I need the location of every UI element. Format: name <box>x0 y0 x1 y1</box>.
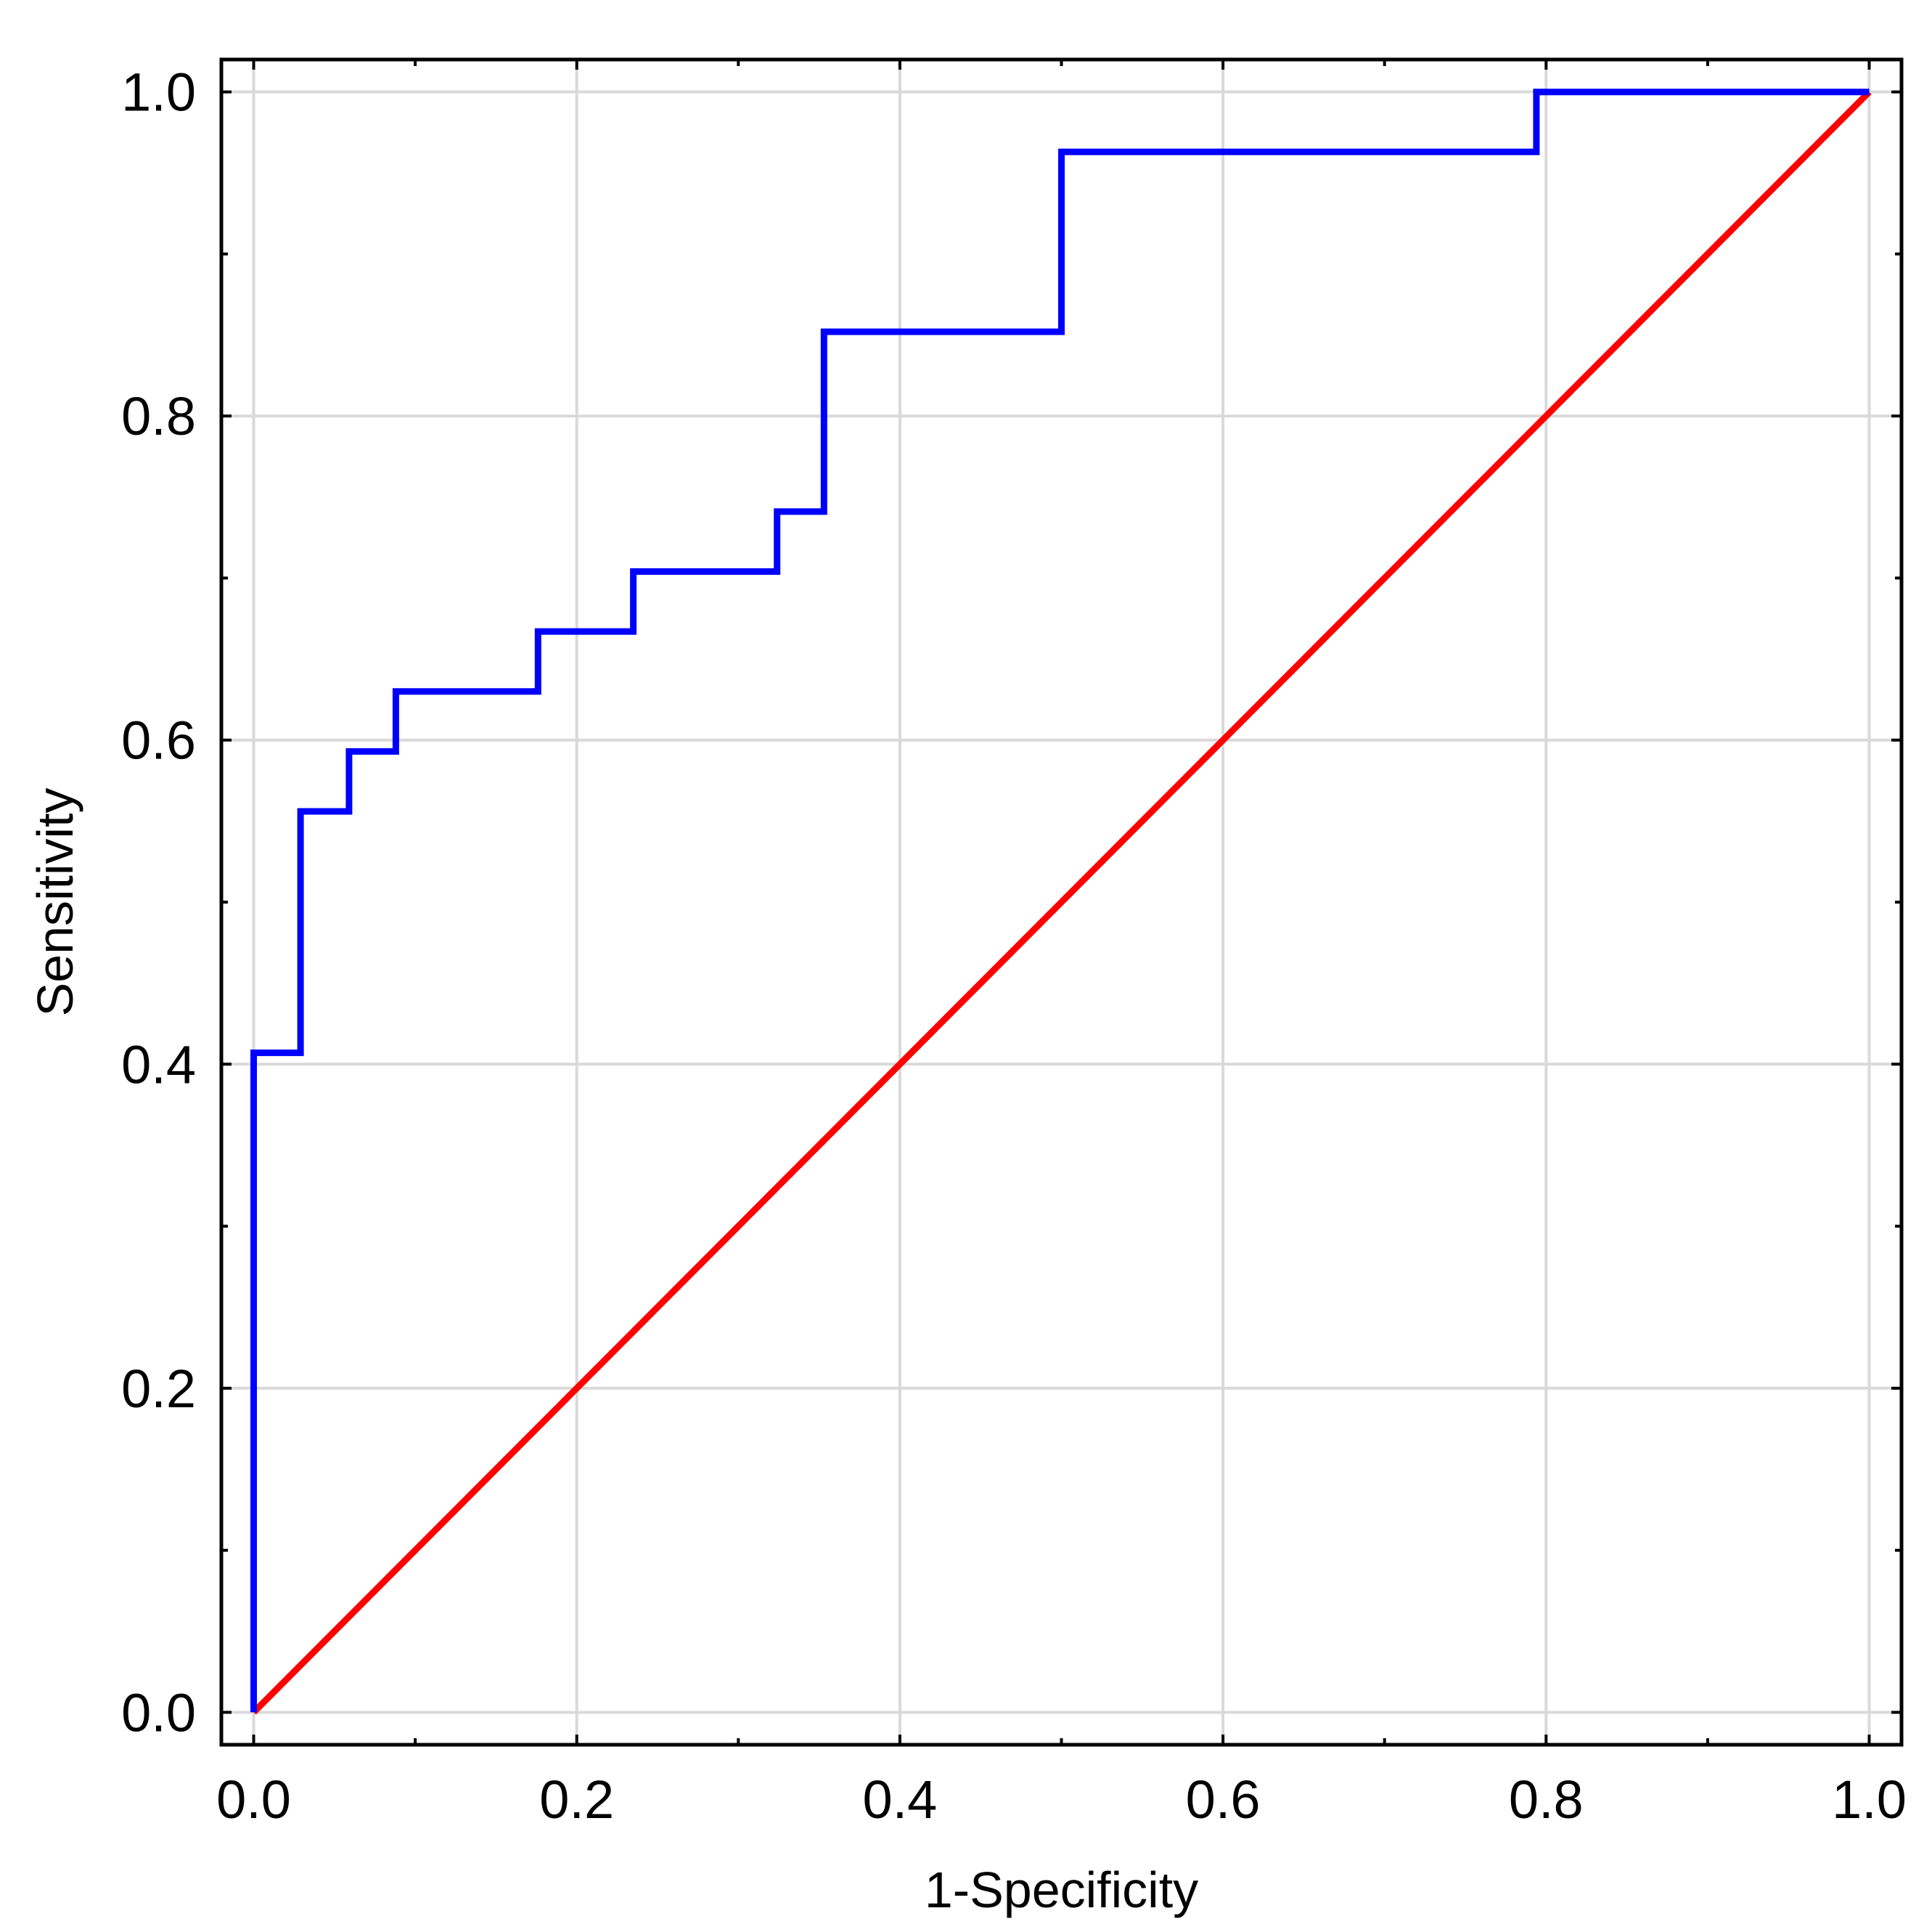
tick-marks <box>221 60 1902 1745</box>
y-tick-label: 0.0 <box>121 1682 196 1743</box>
x-tick-label: 0.0 <box>216 1769 291 1830</box>
y-tick-label: 0.6 <box>121 711 196 771</box>
y-axis-title: Sensitivity <box>27 787 83 1016</box>
y-tick-label: 1.0 <box>121 62 196 123</box>
y-tick-label: 0.8 <box>121 386 196 446</box>
y-tick-label: 0.2 <box>121 1359 196 1419</box>
reference-diagonal-line <box>251 89 1872 1715</box>
y-tick-label: 0.4 <box>121 1034 196 1094</box>
x-tick-label: 0.8 <box>1509 1769 1584 1830</box>
roc-curve-line <box>250 89 1870 1713</box>
x-tick-label: 0.6 <box>1186 1769 1261 1830</box>
x-tick-label: 0.2 <box>539 1769 614 1830</box>
x-axis-title: 1-Specificity <box>925 1862 1198 1918</box>
y-tick-labels: 0.0 0.2 0.4 0.6 0.8 1.0 <box>121 62 196 1743</box>
grid-lines <box>221 60 1902 1745</box>
x-tick-labels: 0.0 0.2 0.4 0.6 0.8 1.0 <box>216 1769 1907 1830</box>
x-tick-label: 0.4 <box>862 1769 937 1830</box>
series-layer <box>250 89 1872 1715</box>
x-tick-label: 1.0 <box>1832 1769 1907 1830</box>
